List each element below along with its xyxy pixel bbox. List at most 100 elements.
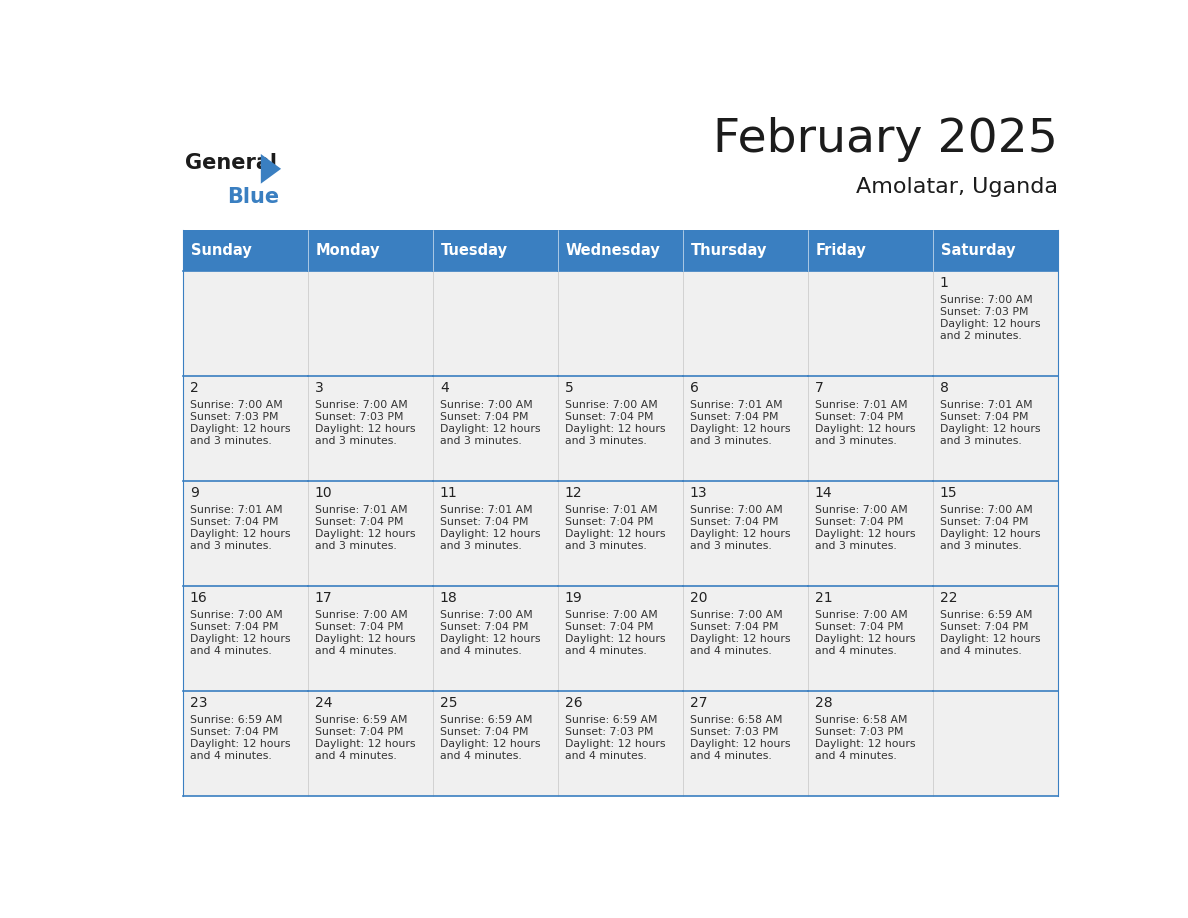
Text: Daylight: 12 hours: Daylight: 12 hours — [440, 424, 541, 434]
Text: Sunrise: 7:01 AM: Sunrise: 7:01 AM — [564, 505, 657, 515]
Text: Sunrise: 7:01 AM: Sunrise: 7:01 AM — [440, 505, 532, 515]
Bar — [434, 230, 558, 272]
Bar — [309, 376, 434, 481]
Text: 10: 10 — [315, 486, 333, 500]
Text: Blue: Blue — [227, 186, 279, 207]
Text: Sunset: 7:04 PM: Sunset: 7:04 PM — [315, 622, 404, 633]
Text: and 4 minutes.: and 4 minutes. — [190, 751, 272, 761]
Text: Tuesday: Tuesday — [441, 243, 508, 258]
Bar — [683, 481, 808, 586]
Text: Sunset: 7:04 PM: Sunset: 7:04 PM — [940, 412, 1028, 422]
Text: and 4 minutes.: and 4 minutes. — [440, 646, 522, 656]
Text: Sunset: 7:03 PM: Sunset: 7:03 PM — [815, 727, 903, 737]
Text: Sunset: 7:04 PM: Sunset: 7:04 PM — [190, 622, 278, 633]
Bar — [683, 272, 808, 376]
Text: Daylight: 12 hours: Daylight: 12 hours — [940, 319, 1041, 330]
Text: Saturday: Saturday — [941, 243, 1016, 258]
Bar — [683, 376, 808, 481]
Text: 27: 27 — [690, 696, 707, 710]
Text: Daylight: 12 hours: Daylight: 12 hours — [690, 739, 790, 749]
Bar — [934, 376, 1059, 481]
Text: and 2 minutes.: and 2 minutes. — [940, 331, 1022, 341]
Text: 14: 14 — [815, 486, 833, 500]
Bar — [558, 230, 683, 272]
Text: Sunset: 7:04 PM: Sunset: 7:04 PM — [564, 622, 653, 633]
Text: February 2025: February 2025 — [713, 118, 1059, 162]
Bar — [183, 586, 309, 691]
Text: 26: 26 — [564, 696, 582, 710]
Text: 12: 12 — [564, 486, 582, 500]
Text: and 4 minutes.: and 4 minutes. — [564, 646, 646, 656]
Text: Sunrise: 7:01 AM: Sunrise: 7:01 AM — [940, 400, 1032, 410]
Text: Daylight: 12 hours: Daylight: 12 hours — [564, 529, 665, 539]
Text: Sunset: 7:04 PM: Sunset: 7:04 PM — [315, 517, 404, 527]
Text: Sunset: 7:04 PM: Sunset: 7:04 PM — [440, 622, 529, 633]
Bar — [558, 481, 683, 586]
Text: Daylight: 12 hours: Daylight: 12 hours — [690, 529, 790, 539]
Text: Sunrise: 7:00 AM: Sunrise: 7:00 AM — [440, 400, 532, 410]
Text: 21: 21 — [815, 591, 833, 605]
Text: and 4 minutes.: and 4 minutes. — [190, 646, 272, 656]
Text: 7: 7 — [815, 381, 823, 395]
Text: Sunrise: 7:00 AM: Sunrise: 7:00 AM — [190, 610, 283, 620]
Text: Daylight: 12 hours: Daylight: 12 hours — [440, 529, 541, 539]
Text: 23: 23 — [190, 696, 208, 710]
Polygon shape — [261, 154, 282, 184]
Text: and 4 minutes.: and 4 minutes. — [564, 751, 646, 761]
Text: Sunset: 7:04 PM: Sunset: 7:04 PM — [815, 517, 903, 527]
Bar — [434, 376, 558, 481]
Text: and 3 minutes.: and 3 minutes. — [190, 436, 272, 446]
Text: Sunrise: 7:00 AM: Sunrise: 7:00 AM — [940, 296, 1032, 306]
Text: Sunrise: 7:01 AM: Sunrise: 7:01 AM — [190, 505, 283, 515]
Text: Daylight: 12 hours: Daylight: 12 hours — [815, 739, 915, 749]
Text: Sunset: 7:04 PM: Sunset: 7:04 PM — [440, 412, 529, 422]
Bar — [808, 272, 934, 376]
Bar — [434, 691, 558, 796]
Text: Daylight: 12 hours: Daylight: 12 hours — [940, 634, 1041, 644]
Text: Sunrise: 6:59 AM: Sunrise: 6:59 AM — [315, 715, 407, 725]
Text: Daylight: 12 hours: Daylight: 12 hours — [315, 529, 416, 539]
Bar — [683, 691, 808, 796]
Text: Monday: Monday — [316, 243, 380, 258]
Bar — [934, 691, 1059, 796]
Text: Sunrise: 6:58 AM: Sunrise: 6:58 AM — [690, 715, 782, 725]
Bar — [558, 272, 683, 376]
Text: 15: 15 — [940, 486, 958, 500]
Text: Daylight: 12 hours: Daylight: 12 hours — [315, 634, 416, 644]
Text: Daylight: 12 hours: Daylight: 12 hours — [564, 634, 665, 644]
Text: 2: 2 — [190, 381, 198, 395]
Text: 11: 11 — [440, 486, 457, 500]
Text: Daylight: 12 hours: Daylight: 12 hours — [190, 424, 290, 434]
Text: Wednesday: Wednesday — [565, 243, 661, 258]
Bar — [934, 481, 1059, 586]
Text: Daylight: 12 hours: Daylight: 12 hours — [564, 424, 665, 434]
Text: Sunday: Sunday — [191, 243, 252, 258]
Bar — [808, 230, 934, 272]
Text: Sunset: 7:04 PM: Sunset: 7:04 PM — [690, 412, 778, 422]
Text: Sunset: 7:04 PM: Sunset: 7:04 PM — [815, 412, 903, 422]
Bar — [309, 272, 434, 376]
Text: Sunrise: 7:00 AM: Sunrise: 7:00 AM — [815, 505, 908, 515]
Text: 16: 16 — [190, 591, 208, 605]
Text: 19: 19 — [564, 591, 582, 605]
Bar — [309, 230, 434, 272]
Text: General: General — [185, 152, 277, 173]
Text: Daylight: 12 hours: Daylight: 12 hours — [315, 739, 416, 749]
Text: and 4 minutes.: and 4 minutes. — [440, 751, 522, 761]
Text: Daylight: 12 hours: Daylight: 12 hours — [190, 739, 290, 749]
Text: Sunset: 7:04 PM: Sunset: 7:04 PM — [440, 517, 529, 527]
Bar — [558, 691, 683, 796]
Text: and 4 minutes.: and 4 minutes. — [315, 751, 397, 761]
Bar — [934, 586, 1059, 691]
Text: and 3 minutes.: and 3 minutes. — [815, 542, 897, 551]
Bar — [934, 272, 1059, 376]
Text: Daylight: 12 hours: Daylight: 12 hours — [815, 424, 915, 434]
Text: and 3 minutes.: and 3 minutes. — [440, 542, 522, 551]
Bar — [183, 691, 309, 796]
Text: 17: 17 — [315, 591, 333, 605]
Text: and 3 minutes.: and 3 minutes. — [690, 436, 771, 446]
Text: Sunrise: 7:00 AM: Sunrise: 7:00 AM — [690, 610, 783, 620]
Text: 1: 1 — [940, 276, 948, 290]
Text: Sunrise: 6:58 AM: Sunrise: 6:58 AM — [815, 715, 908, 725]
Bar — [183, 230, 309, 272]
